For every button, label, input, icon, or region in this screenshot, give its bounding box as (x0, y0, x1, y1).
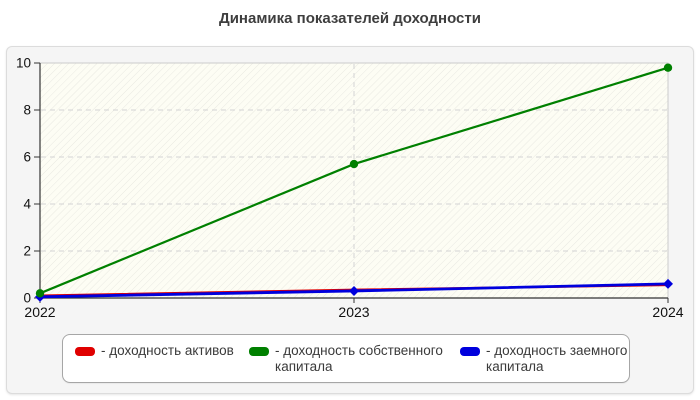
legend-item-borrowed: - доходность заемного капитала (460, 343, 629, 375)
legend-item-equity: - доходность собственного капитала (249, 343, 453, 375)
legend-label: - доходность активов (101, 343, 234, 358)
legend-label: - доходность собственного капитала (275, 343, 443, 374)
profitability-line-chart: 0 2 4 6 8 10 2022 2023 2024 (16, 56, 684, 321)
page-title: Динамика показателей доходности (219, 10, 481, 27)
y-tick-label: 2 (23, 244, 31, 259)
y-tick-label: 0 (23, 291, 31, 306)
y-tick-label: 10 (16, 56, 31, 71)
x-tick-label: 2024 (652, 304, 683, 320)
legend-swatch-0 (75, 347, 95, 356)
y-tick-label: 6 (23, 150, 31, 165)
series-marker-2 (349, 285, 359, 296)
chart-panel: 0 2 4 6 8 10 2022 2023 2024 - доходность активов… (6, 46, 694, 394)
x-tick-label: 2023 (338, 304, 369, 320)
series-marker-2 (663, 278, 673, 289)
x-tick-label: 2022 (24, 304, 55, 320)
legend-label: - доходность заемного капитала (486, 343, 628, 374)
series-marker-1 (663, 63, 673, 72)
series-marker-1 (35, 289, 45, 298)
legend-swatch-1 (249, 347, 269, 356)
chart-legend: - доходность активов - доходность собств… (62, 334, 630, 383)
legend-item-assets: - доходность активов (75, 343, 234, 359)
legend-swatch-2 (460, 347, 480, 356)
y-tick-label: 8 (23, 103, 31, 118)
y-tick-label: 4 (23, 197, 31, 212)
series-marker-1 (349, 159, 359, 169)
